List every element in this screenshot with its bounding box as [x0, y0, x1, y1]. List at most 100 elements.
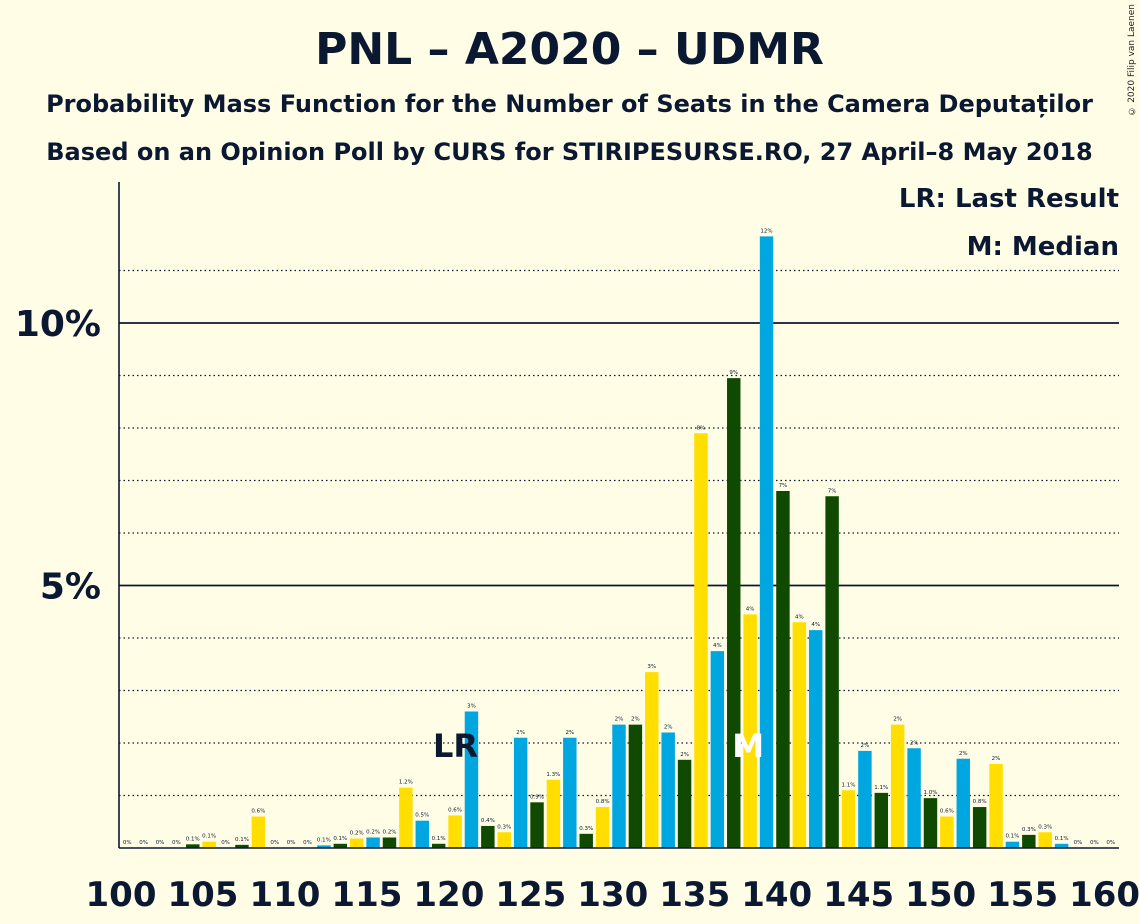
data-label: 0.2% [350, 831, 364, 837]
data-label: 0% [1106, 840, 1115, 846]
bar-seat-132 [645, 672, 659, 848]
data-label: 0.3% [579, 826, 593, 832]
bar-seat-104 [186, 844, 200, 848]
data-label: 1.2% [399, 780, 413, 786]
bar-seat-134 [677, 759, 692, 848]
data-label: 0.6% [448, 807, 462, 813]
bar-seat-142 [809, 630, 823, 848]
bar-seat-156 [1038, 832, 1052, 848]
bar-seat-115 [366, 837, 380, 848]
bar-seat-138 [743, 614, 757, 848]
x-tick-label: 110 [249, 875, 320, 915]
bar-seat-126 [546, 779, 561, 848]
data-label: 4% [811, 622, 820, 628]
data-label: 0.1% [235, 837, 249, 843]
bar-seat-120 [448, 815, 462, 848]
data-label: 2% [615, 717, 624, 723]
data-label: 0% [139, 840, 148, 846]
bar-seat-136 [710, 651, 725, 848]
bar-seat-116 [382, 837, 397, 848]
bar-seat-112 [317, 845, 331, 848]
x-tick-label: 115 [331, 875, 402, 915]
bar-seat-155 [1022, 834, 1036, 848]
data-label: 0% [270, 840, 279, 846]
data-label: 0.9% [530, 794, 544, 800]
bar-seat-113 [333, 843, 348, 848]
data-label: 0.1% [186, 836, 200, 842]
data-label: 2% [992, 756, 1001, 762]
data-label: 0% [172, 840, 181, 846]
x-tick-label: 120 [413, 875, 484, 915]
x-tick-label: 145 [823, 875, 894, 915]
data-label: 0.5% [415, 813, 429, 819]
data-label: 2% [910, 740, 919, 746]
data-label: 2% [959, 751, 968, 757]
bar-seat-118 [415, 820, 429, 848]
data-label: 1.0% [923, 790, 937, 796]
data-label: 0% [1090, 840, 1099, 846]
data-label: 0.2% [382, 830, 396, 836]
data-label: 0% [123, 840, 132, 846]
data-label: 0.1% [317, 837, 331, 843]
data-label: 2% [861, 743, 870, 749]
data-label: 0.2% [366, 830, 380, 836]
bar-seat-144 [841, 790, 856, 848]
x-tick-label: 125 [495, 875, 566, 915]
data-label: 0% [1074, 840, 1083, 846]
bar-seat-148 [907, 748, 921, 848]
bar-seat-152 [972, 807, 987, 848]
x-tick-label: 160 [1069, 875, 1139, 915]
bar-seat-140 [776, 491, 790, 848]
data-label: 4% [795, 614, 804, 620]
data-label: 0.6% [251, 809, 265, 815]
data-label: 0.8% [596, 799, 610, 805]
y-tick-label: 10% [15, 304, 101, 345]
data-label: 1.1% [842, 782, 856, 788]
bar-seat-114 [349, 838, 364, 848]
data-label: 2% [516, 730, 525, 736]
bar-seat-124 [513, 737, 528, 848]
data-label: 3% [647, 664, 656, 670]
data-label: 0% [303, 840, 312, 846]
data-label: 0.3% [1022, 827, 1036, 833]
data-label: 0% [156, 840, 165, 846]
data-label: 0.8% [973, 799, 987, 805]
bar-seat-150 [940, 816, 954, 848]
data-label: 1.1% [874, 785, 888, 791]
bar-seat-137 [727, 378, 741, 848]
data-label: 0.3% [1038, 824, 1052, 830]
data-label: 0% [287, 840, 296, 846]
data-label: 4% [746, 606, 755, 612]
bar-seat-107 [235, 844, 249, 848]
median-marker: M [732, 727, 764, 765]
bar-seat-117 [399, 787, 413, 848]
bar-seat-128 [579, 833, 593, 848]
data-label: 2% [893, 717, 902, 723]
bar-seat-108 [251, 816, 266, 848]
data-label: 0.3% [497, 824, 511, 830]
data-label: 12% [760, 228, 772, 234]
data-label: 2% [664, 725, 673, 731]
bar-seat-121 [464, 711, 479, 848]
bar-seat-133 [661, 732, 675, 848]
data-label: 0.1% [432, 836, 446, 842]
data-label: 2% [680, 752, 689, 758]
bar-seat-139 [759, 236, 774, 848]
bar-seat-125 [530, 802, 544, 848]
bar-seat-141 [792, 622, 807, 848]
bar-seat-105 [202, 841, 216, 848]
data-label: 1.3% [546, 772, 560, 778]
last-result-marker: LR [433, 727, 478, 765]
bar-seat-131 [628, 724, 643, 848]
x-tick-label: 155 [987, 875, 1058, 915]
bar-seat-127 [563, 737, 577, 848]
x-tick-label: 140 [741, 875, 812, 915]
bar-seat-157 [1054, 843, 1069, 848]
data-label: 2% [631, 717, 640, 723]
bar-seat-119 [431, 843, 446, 848]
chart-source-line: Based on an Opinion Poll by CURS for STI… [46, 138, 1093, 166]
chart-subtitle: Probability Mass Function for the Number… [46, 90, 1093, 118]
legend-median: M: Median [966, 232, 1119, 262]
bar-seat-154 [1005, 841, 1020, 848]
data-label: 0.1% [1055, 836, 1069, 842]
